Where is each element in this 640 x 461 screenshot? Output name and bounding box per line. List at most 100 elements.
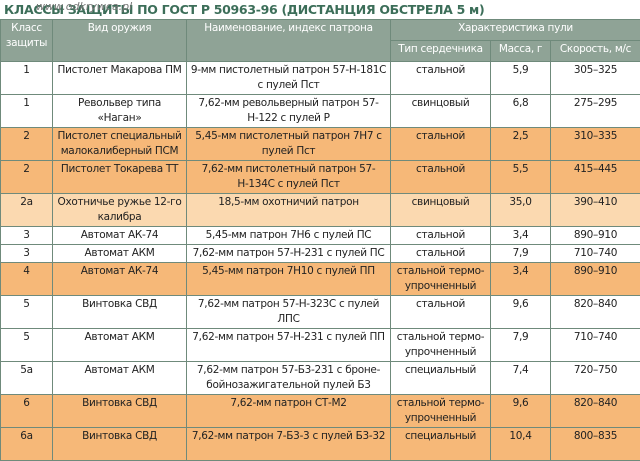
table-cell: 7,62-мм патрон 7-Б3-3 с пулей Б3-32 — [187, 428, 391, 461]
column-group-header: Характеристика пули — [391, 20, 640, 41]
table-cell: 2 — [1, 128, 53, 161]
table-cell: 5,45-мм пистолетный патрон 7Н7 с пулей П… — [187, 128, 391, 161]
table-cell: 7,62-мм патрон 57-Н-231 с пулей ПС — [187, 245, 391, 263]
table-cell: Винтовка СВД — [53, 296, 187, 329]
table-cell: специальный — [391, 362, 491, 395]
column-header: Наименование, индекс патрона — [187, 20, 391, 62]
table-cell: 305–325 — [551, 62, 640, 95]
table-cell: 3 — [1, 227, 53, 245]
table-cell: 6а — [1, 428, 53, 461]
table-cell: 35,0 — [491, 194, 551, 227]
table-cell: 890–910 — [551, 263, 640, 296]
table-cell: 7,62-мм патрон 57-Б3-231 с броне-бойноза… — [187, 362, 391, 395]
table-cell: 18,5-мм охотничий патрон — [187, 194, 391, 227]
table-cell: 710–740 — [551, 245, 640, 263]
table-cell: Винтовка СВД — [53, 428, 187, 461]
table-cell: 9,6 — [491, 296, 551, 329]
table-cell: стальной термо-упрочненный — [391, 263, 491, 296]
column-header: Вид оружия — [53, 20, 187, 62]
table-cell: 7,62-мм патрон СТ-М2 — [187, 395, 391, 428]
table-cell: 7,9 — [491, 329, 551, 362]
table-cell: 800–835 — [551, 428, 640, 461]
table-cell: стальной — [391, 161, 491, 194]
table-cell: Автомат АК-74 — [53, 227, 187, 245]
table-cell: 5,45-мм патрон 7Н10 с пулей ПП — [187, 263, 391, 296]
table-cell: 3 — [1, 245, 53, 263]
table-cell: стальной термо-упрочненный — [391, 395, 491, 428]
table-cell: Охотничье ружье 12-го калибра — [53, 194, 187, 227]
table-cell: 5,9 — [491, 62, 551, 95]
table-cell: 820–840 — [551, 296, 640, 329]
column-header: Скорость, м/с — [551, 41, 640, 62]
table-cell: 2,5 — [491, 128, 551, 161]
column-header: Тип сердечника — [391, 41, 491, 62]
table-cell: свинцовый — [391, 194, 491, 227]
column-header: Масса, г — [491, 41, 551, 62]
table-cell: Пистолет Макарова ПМ — [53, 62, 187, 95]
table-cell: специальный — [391, 428, 491, 461]
table-cell: 6 — [1, 395, 53, 428]
table-cell: 9-мм пистолетный патрон 57-Н-181С с пуле… — [187, 62, 391, 95]
table-cell: 5 — [1, 296, 53, 329]
table-cell: 7,9 — [491, 245, 551, 263]
column-header: Класс защиты — [1, 20, 53, 62]
table-cell: Автомат АКМ — [53, 329, 187, 362]
watermark: www.odkrywca.pl — [36, 0, 132, 13]
table-cell: стальной — [391, 62, 491, 95]
table-cell: 820–840 — [551, 395, 640, 428]
table-cell: 310–335 — [551, 128, 640, 161]
table-cell: 7,62-мм патрон 57-Н-323С с пулей ЛПС — [187, 296, 391, 329]
table-cell: 5 — [1, 329, 53, 362]
table-cell: 10,4 — [491, 428, 551, 461]
table-cell: Пистолет Токарева ТТ — [53, 161, 187, 194]
table-cell: Автомат АКМ — [53, 362, 187, 395]
table-cell: стальной — [391, 128, 491, 161]
table-cell: 5,45-мм патрон 7Н6 с пулей ПС — [187, 227, 391, 245]
table-cell: 7,4 — [491, 362, 551, 395]
table-cell: свинцовый — [391, 95, 491, 128]
table-cell: 4 — [1, 263, 53, 296]
table-cell: 1 — [1, 95, 53, 128]
table-cell: Револьвер типа «Наган» — [53, 95, 187, 128]
table-cell: 415–445 — [551, 161, 640, 194]
table-cell: Автомат АК-74 — [53, 263, 187, 296]
table-cell: Автомат АКМ — [53, 245, 187, 263]
table-cell: Винтовка СВД — [53, 395, 187, 428]
table-cell: 7,62-мм револьверный патрон 57-Н-122 с п… — [187, 95, 391, 128]
table-cell: 6,8 — [491, 95, 551, 128]
table-cell: 390–410 — [551, 194, 640, 227]
table-cell: Пистолет специальный малокалиберный ПСМ — [53, 128, 187, 161]
table-cell: стальной термо-упрочненный — [391, 329, 491, 362]
table-cell: 3,4 — [491, 263, 551, 296]
table-cell: стальной — [391, 296, 491, 329]
table-cell: 710–740 — [551, 329, 640, 362]
table-cell: 1 — [1, 62, 53, 95]
table-cell: 890–910 — [551, 227, 640, 245]
table-cell: 5,5 — [491, 161, 551, 194]
table-cell: стальной — [391, 245, 491, 263]
table-cell: 2а — [1, 194, 53, 227]
table-cell: 275–295 — [551, 95, 640, 128]
table-cell: 2 — [1, 161, 53, 194]
table-cell: 3,4 — [491, 227, 551, 245]
table-cell: 5а — [1, 362, 53, 395]
table-cell: стальной — [391, 227, 491, 245]
table-cell: 7,62-мм патрон 57-Н-231 с пулей ПП — [187, 329, 391, 362]
